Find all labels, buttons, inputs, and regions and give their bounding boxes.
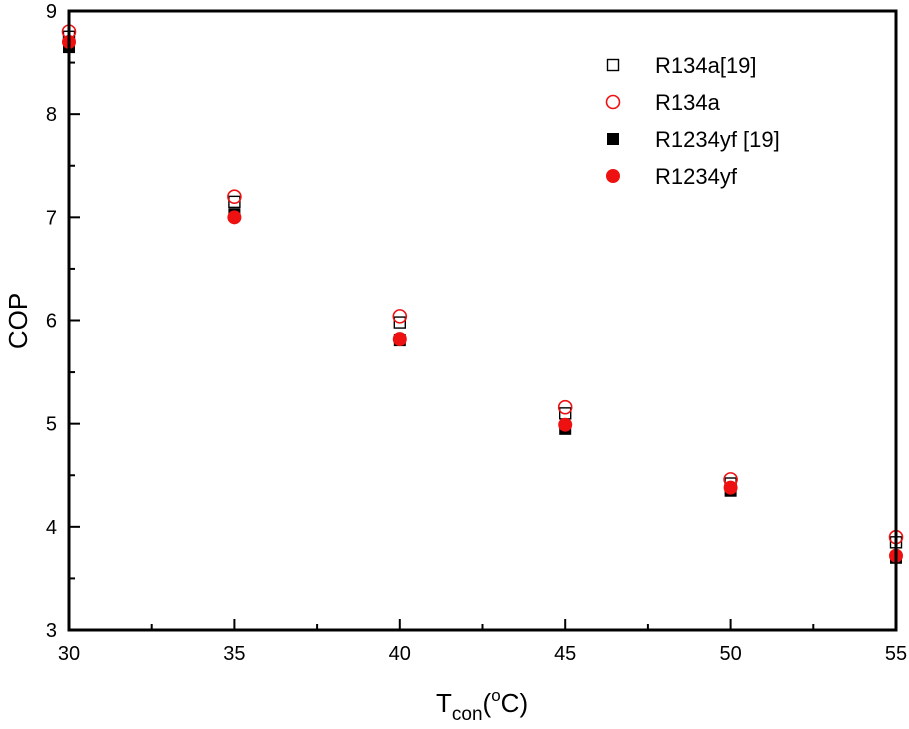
data-points	[61, 24, 904, 564]
x-axis-label-unit: C)	[501, 688, 528, 718]
y-axis-label: COP	[3, 293, 33, 349]
x-axis-label-sub: con	[452, 704, 483, 725]
x-tick-label: 30	[58, 643, 80, 665]
major-ticks	[68, 10, 897, 631]
x-axis-label-main: T	[436, 688, 452, 718]
y-tick-label: 9	[46, 1, 57, 23]
y-tick-label: 7	[46, 207, 57, 229]
data-point	[227, 189, 242, 204]
x-tick-label: 50	[719, 643, 741, 665]
y-tick-label: 5	[46, 414, 57, 436]
y-tick-label: 3	[46, 620, 57, 642]
data-point	[392, 309, 408, 324]
data-point	[392, 332, 407, 347]
x-axis-label-paren: (	[483, 688, 492, 718]
y-tick-label: 6	[46, 311, 57, 333]
x-tick-label: 45	[554, 643, 576, 665]
x-axis-label: Tcon(oC)	[436, 686, 528, 725]
data-point	[558, 417, 573, 432]
y-tick-label: 4	[46, 517, 57, 539]
legend-label: R1234yf [19]	[655, 127, 780, 152]
y-tick-label: 8	[46, 104, 57, 126]
legend-label: R134a[19]	[655, 53, 757, 78]
legend-marker	[607, 133, 619, 145]
data-point	[723, 472, 738, 487]
legend: R134a[19] R134a R1234yf [19] R1234yf	[605, 53, 780, 189]
x-axis-label-sup: o	[491, 686, 500, 705]
legend-marker	[606, 169, 620, 183]
data-point	[227, 210, 242, 225]
x-tick-label: 35	[223, 643, 245, 665]
legend-label: R1234yf	[655, 164, 738, 189]
x-tick-label: 40	[389, 643, 411, 665]
legend-marker	[606, 58, 620, 72]
plot-frame	[67, 9, 898, 632]
data-point	[228, 195, 241, 209]
legend-label: R134a	[655, 90, 721, 115]
x-tick-label: 55	[885, 643, 907, 665]
data-point	[557, 399, 573, 415]
legend-marker	[605, 94, 621, 110]
